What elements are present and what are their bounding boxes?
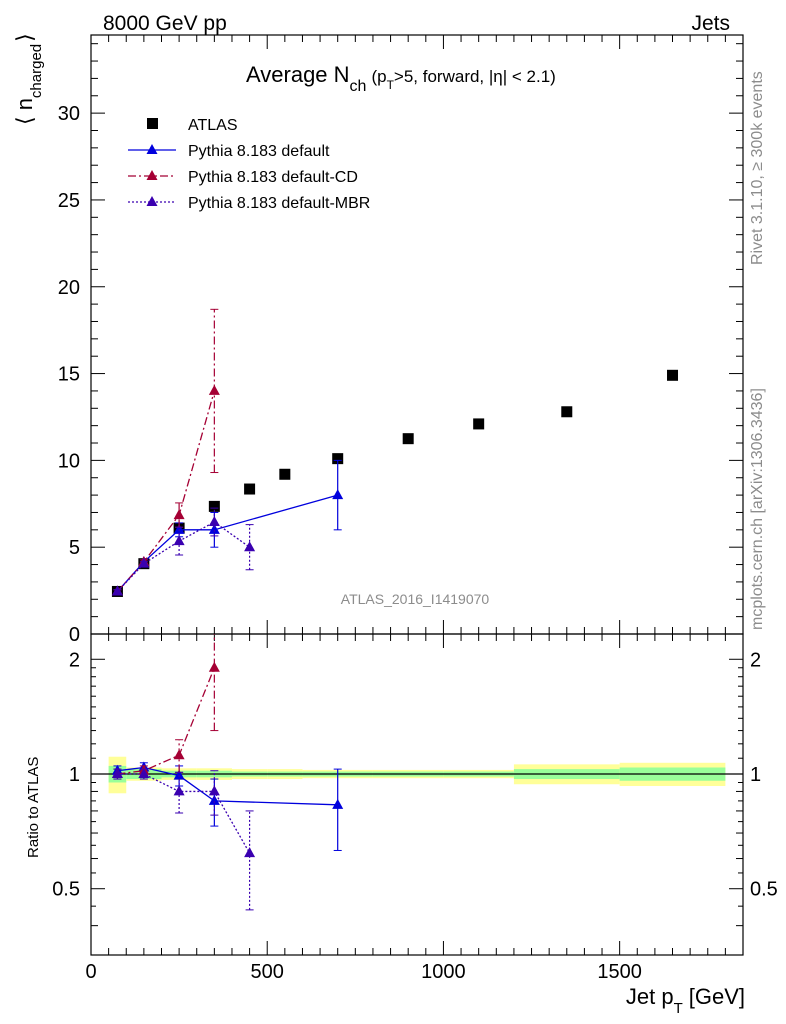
x-tick-label: 1500 [597, 961, 642, 983]
y-tick-label: 25 [58, 190, 80, 212]
atlas-point [208, 500, 220, 512]
series-line-default [116, 494, 338, 592]
point-default-mbr [138, 557, 150, 568]
x-tick-label: 0 [85, 961, 96, 983]
axes: 0 500 1000 1500 0 5 10 15 20 25 30 0.5 0.5 1 1 2 2 [52, 34, 778, 983]
ratio-point-default-cd [208, 661, 220, 672]
data-series [111, 308, 679, 911]
legend-label-atlas: ATLAS [188, 117, 238, 134]
ratio-point-default-mbr [244, 847, 256, 858]
point-default-cd [208, 384, 220, 395]
atlas-point [332, 453, 344, 465]
ratio-point-default [173, 769, 185, 780]
atlas-point [244, 483, 256, 495]
chart-title: Average Nch(pT>5, forward, |η| < 2.1) [246, 62, 556, 95]
atlas-point [402, 433, 414, 445]
ratio-tick-label-right: 2 [750, 649, 761, 671]
energy-label: 8000 GeV pp [103, 12, 227, 35]
ratio-point-default-mbr [173, 785, 185, 796]
legend-label-default-mbr: Pythia 8.183 default-MBR [188, 195, 370, 212]
ratio-tick-label-right: 0.5 [750, 879, 778, 901]
rivet-label: Rivet 3.1.10, ≥ 300k events [749, 71, 766, 265]
legend-marker-atlas [147, 118, 158, 129]
legend-marker-default [146, 144, 158, 154]
point-default [332, 489, 344, 500]
point-default [208, 523, 220, 534]
ratio-y-axis-label: Ratio to ATLAS [25, 757, 42, 858]
ratio-point-default [208, 794, 220, 805]
series-line-default-cd [116, 390, 215, 592]
atlas-point [561, 406, 573, 418]
mcplots-label: mcplots.cern.ch [arXiv:1306.3436] [749, 388, 766, 630]
legend-marker-default-cd [146, 170, 158, 180]
category-label: Jets [691, 12, 730, 35]
ratio-uncertainty-bands [108, 756, 726, 794]
ratio-panel-frame [90, 633, 744, 956]
y-tick-label: 20 [58, 277, 80, 299]
legend: ATLAS Pythia 8.183 default Pythia 8.183 … [128, 117, 370, 212]
legend-marker-default-mbr [146, 196, 158, 206]
point-default-mbr [208, 516, 220, 527]
x-tick-label: 500 [251, 961, 284, 983]
ratio-point-default-cd [173, 749, 185, 760]
point-default-mbr [111, 585, 123, 596]
ratio-point-default-mbr [138, 767, 150, 778]
legend-label-default: Pythia 8.183 default [188, 143, 330, 160]
point-default-mbr [244, 541, 256, 552]
y-tick-label: 10 [58, 450, 80, 472]
x-tick-label: 1000 [421, 961, 466, 983]
y-tick-label: 15 [58, 364, 80, 386]
y-tick-label: 5 [69, 537, 80, 559]
ratio-tick-label: 0.5 [52, 879, 80, 901]
y-tick-label: 0 [69, 624, 80, 646]
point-default [173, 523, 185, 534]
point-default-mbr [173, 535, 185, 546]
atlas-point [473, 418, 485, 430]
ratio-tick-label: 1 [69, 764, 80, 786]
point-default-cd [173, 509, 185, 520]
legend-label-default-cd: Pythia 8.183 default-CD [188, 169, 358, 186]
ratio-tick-label-right: 1 [750, 764, 761, 786]
atlas-point [667, 369, 679, 381]
y-axis-label: ⟨ ncharged⟩ [12, 33, 45, 125]
analysis-watermark: ATLAS_2016_I1419070 [341, 591, 490, 607]
ratio-line-default-mbr [117, 773, 251, 854]
ratio-point-default [332, 798, 344, 809]
atlas-point [279, 468, 291, 480]
ratio-line-default-cd [117, 667, 215, 775]
ratio-point-default-mbr [111, 767, 123, 778]
x-axis-label: Jet pT [GeV] [626, 984, 745, 1017]
ratio-tick-label: 2 [69, 649, 80, 671]
ratio-point-default-mbr [208, 785, 220, 796]
y-tick-label: 30 [58, 103, 80, 125]
